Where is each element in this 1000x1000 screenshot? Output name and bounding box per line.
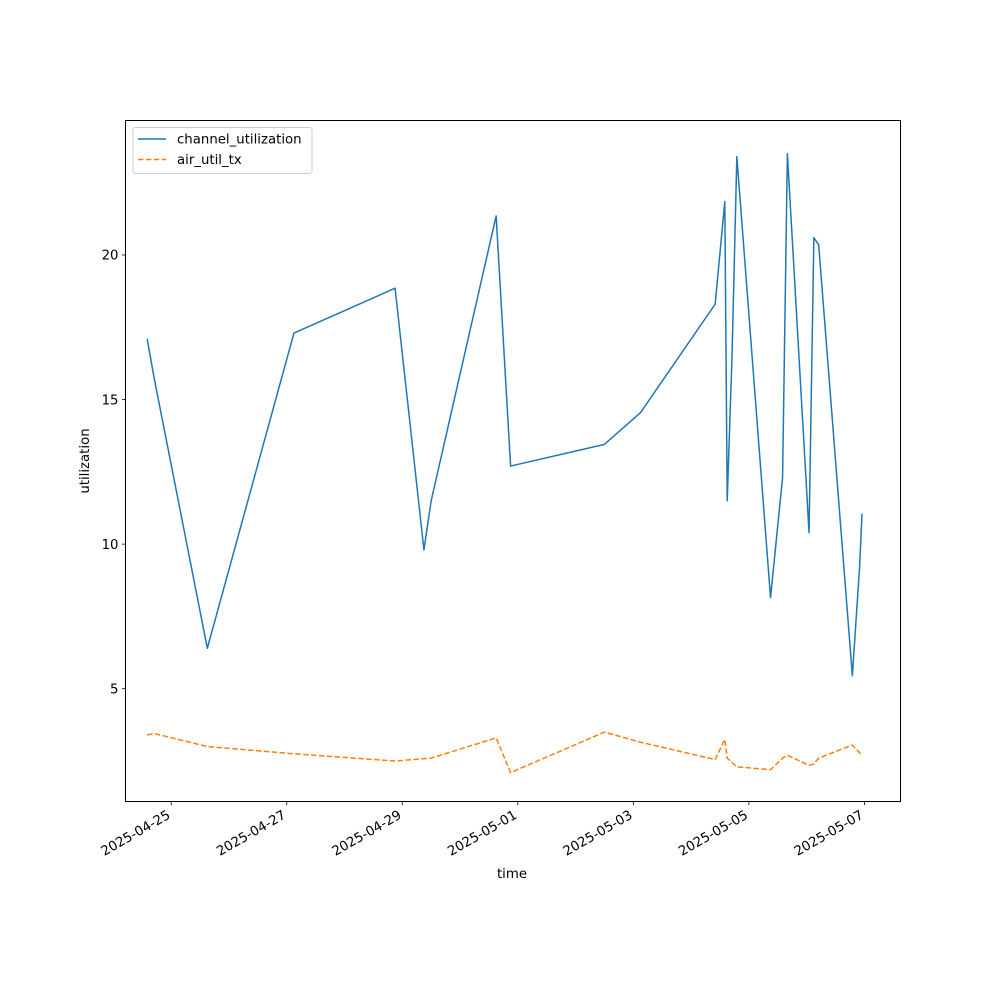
x-tick-label: 2025-04-27 <box>214 808 288 860</box>
y-tick-label: 20 <box>102 249 119 264</box>
y-axis-title: utilization <box>78 428 93 493</box>
legend-box <box>132 127 313 174</box>
x-axis-title: time <box>497 867 527 882</box>
x-tick-label: 2025-05-07 <box>792 808 866 860</box>
x-tick-label: 2025-05-03 <box>561 808 635 860</box>
y-tick-label: 15 <box>102 393 119 408</box>
y-axis: 5 10 15 20 <box>102 249 126 697</box>
x-tick-label: 2025-04-29 <box>330 808 404 860</box>
legend-label-channel-utilization: channel_utilization <box>177 133 302 148</box>
legend-label-air-util-tx: air_util_tx <box>177 153 242 168</box>
series-line-channel-utilization <box>146 153 863 677</box>
plot-frame <box>125 120 901 802</box>
y-tick-label: 5 <box>110 682 118 697</box>
x-tick-label: 2025-05-01 <box>445 808 519 860</box>
y-tick-label: 10 <box>102 538 119 553</box>
x-axis: 2025-04-25 2025-04-27 2025-04-29 2025-05-01… <box>99 801 866 860</box>
legend: channel_utilization air_util_tx <box>132 127 313 174</box>
x-tick-label: 2025-05-05 <box>676 808 750 860</box>
plot-lines <box>146 153 863 774</box>
series-line-air-util-tx <box>147 731 863 774</box>
x-tick-label: 2025-04-25 <box>99 808 173 860</box>
